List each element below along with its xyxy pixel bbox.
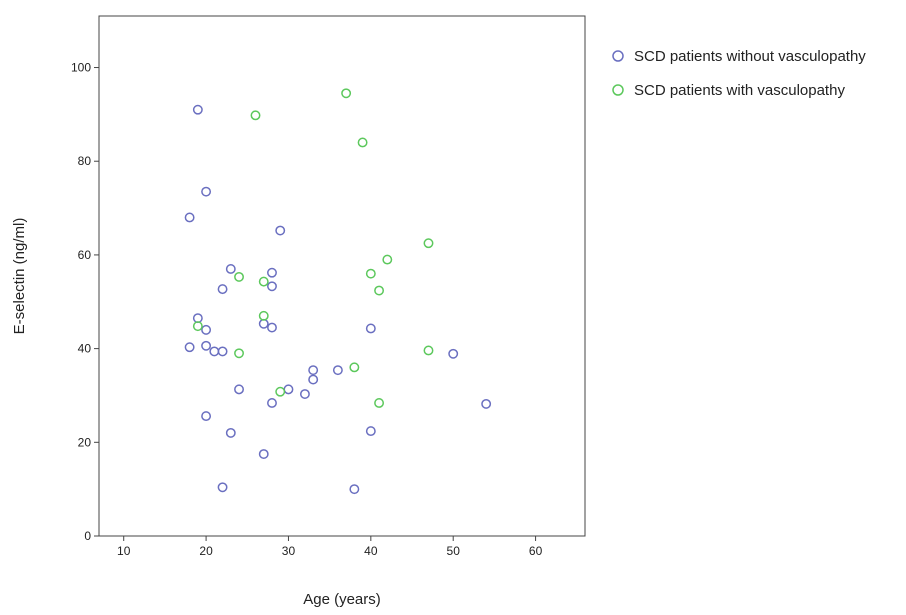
data-point-without-vasculopathy [267,281,277,292]
data-point-without-vasculopathy [217,346,228,357]
data-point-with-vasculopathy [192,321,203,332]
x-tick-label: 30 [282,544,296,558]
x-tick-label: 50 [447,544,461,558]
x-tick-label: 20 [199,544,213,558]
data-point-without-vasculopathy [234,384,244,395]
data-point-without-vasculopathy [201,340,212,351]
data-point-with-vasculopathy [423,238,434,249]
data-point-without-vasculopathy [299,389,310,400]
data-point-without-vasculopathy [365,426,376,437]
data-point-without-vasculopathy [308,365,319,376]
legend-marker-with-vasculopathy [612,84,624,96]
y-tick-label: 20 [78,435,92,449]
data-point-with-vasculopathy [258,276,269,287]
data-point-without-vasculopathy [225,264,236,274]
x-axis-title: Age (years) [303,591,381,608]
data-point-with-vasculopathy [382,254,393,265]
y-tick-label: 60 [78,248,92,262]
y-tick-label: 0 [84,529,91,543]
data-point-without-vasculopathy [192,104,203,115]
data-point-with-vasculopathy [250,110,261,121]
data-point-without-vasculopathy [275,225,286,236]
legend: SCD patients without vasculopathy SCD pa… [612,48,866,99]
data-point-without-vasculopathy [217,482,228,493]
data-point-with-vasculopathy [234,348,244,359]
data-point-without-vasculopathy [225,427,236,438]
data-points [184,88,492,495]
data-point-without-vasculopathy [217,284,228,295]
data-point-without-vasculopathy [258,449,269,459]
data-point-with-vasculopathy [234,271,244,282]
data-point-without-vasculopathy [349,484,360,495]
x-axis-ticks: 10 20 30 40 50 60 [117,536,543,558]
y-tick-label: 100 [71,61,91,75]
y-axis-ticks: 0 20 40 60 80 100 [71,61,99,543]
data-point-with-vasculopathy [365,268,376,279]
x-tick-label: 10 [117,544,131,558]
data-point-without-vasculopathy [267,322,277,333]
data-point-with-vasculopathy [258,310,269,321]
data-point-without-vasculopathy [201,186,212,197]
x-tick-label: 40 [364,544,378,558]
data-point-without-vasculopathy [308,374,319,385]
data-point-without-vasculopathy [365,323,376,334]
data-point-with-vasculopathy [423,345,434,356]
data-point-with-vasculopathy [374,398,385,408]
legend-marker-without-vasculopathy [612,50,624,62]
data-point-without-vasculopathy [267,398,277,408]
data-point-without-vasculopathy [332,365,343,376]
data-point-with-vasculopathy [374,285,385,296]
data-point-with-vasculopathy [275,386,286,397]
data-point-with-vasculopathy [357,137,368,148]
data-point-with-vasculopathy [341,88,352,99]
data-point-without-vasculopathy [201,324,212,335]
data-point-without-vasculopathy [267,267,277,278]
legend-label-without-vasculopathy: SCD patients without vasculopathy [634,48,866,65]
legend-label-with-vasculopathy: SCD patients with vasculopathy [634,82,845,99]
y-axis-title: E-selectin (ng/ml) [11,218,28,335]
data-point-without-vasculopathy [184,342,195,353]
data-point-without-vasculopathy [481,398,492,409]
plot-frame [98,15,586,537]
data-point-without-vasculopathy [184,212,195,223]
data-point-with-vasculopathy [349,362,360,373]
x-tick-label: 60 [529,544,543,558]
y-tick-label: 80 [78,154,92,168]
data-point-without-vasculopathy [201,411,212,422]
data-point-without-vasculopathy [448,348,459,359]
y-tick-label: 40 [78,342,92,356]
